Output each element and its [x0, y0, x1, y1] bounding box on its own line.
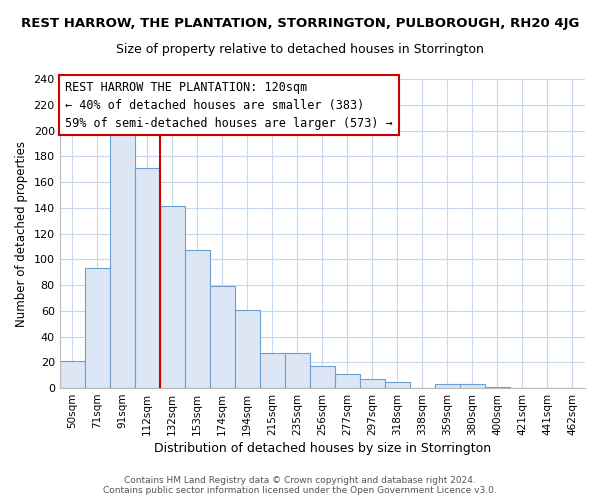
Y-axis label: Number of detached properties: Number of detached properties [15, 140, 28, 326]
X-axis label: Distribution of detached houses by size in Storrington: Distribution of detached houses by size … [154, 442, 491, 455]
Bar [185, 250, 210, 388]
Text: Contains HM Land Registry data © Crown copyright and database right 2024.: Contains HM Land Registry data © Crown c… [124, 476, 476, 485]
Bar [110, 132, 135, 388]
Bar [160, 206, 185, 388]
Bar [485, 387, 510, 388]
Bar [360, 379, 385, 388]
Bar [235, 310, 260, 388]
Bar [85, 268, 110, 388]
Text: Contains public sector information licensed under the Open Government Licence v3: Contains public sector information licen… [103, 486, 497, 495]
Bar [285, 354, 310, 388]
Bar [59, 361, 85, 388]
Bar [260, 354, 285, 388]
Bar [310, 366, 335, 388]
Bar [335, 374, 360, 388]
Bar [435, 384, 460, 388]
Text: REST HARROW, THE PLANTATION, STORRINGTON, PULBOROUGH, RH20 4JG: REST HARROW, THE PLANTATION, STORRINGTON… [21, 18, 579, 30]
Bar [210, 286, 235, 388]
Bar [135, 168, 160, 388]
Text: REST HARROW THE PLANTATION: 120sqm
← 40% of detached houses are smaller (383)
59: REST HARROW THE PLANTATION: 120sqm ← 40%… [65, 80, 392, 130]
Bar [460, 384, 485, 388]
Bar [385, 382, 410, 388]
Text: Size of property relative to detached houses in Storrington: Size of property relative to detached ho… [116, 42, 484, 56]
